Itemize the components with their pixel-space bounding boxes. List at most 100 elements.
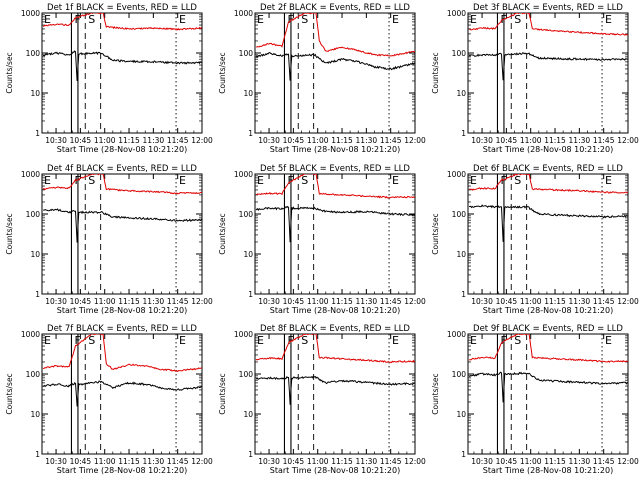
x-tick-label: 10:30 (471, 136, 493, 145)
y-tick-label: 1 (248, 450, 253, 459)
series-group (255, 334, 415, 405)
detector-panel-9: Det 9f BLACK = Events, RED = LLD 1 10 100 10… (431, 324, 639, 475)
x-tick-label: 10:30 (45, 297, 67, 306)
x-tick-label: 11:00 (520, 136, 542, 145)
y-axis-label: Counts/sec (5, 52, 14, 93)
y-tick-label: 1 (35, 450, 40, 459)
x-tick-label: 11:00 (94, 297, 116, 306)
plot-frame (467, 333, 629, 455)
y-tick-label: 1000 (21, 170, 40, 179)
x-tick-label: 11:45 (593, 136, 615, 145)
panel-title: Det 5f BLACK = Events, RED = LLD (260, 164, 410, 174)
x-axis-label: Start Time (28-Nov-08 10:21:20) (270, 306, 400, 315)
x-tick-label: 11:15 (544, 136, 566, 145)
y-tick-label: 1000 (447, 9, 466, 18)
y-tick-label: 100 (239, 49, 254, 58)
event-marker-label: S (301, 13, 308, 26)
y-tick-label: 1 (35, 129, 40, 138)
event-marker-label: S (301, 334, 308, 347)
x-tick-label: 10:30 (471, 457, 493, 466)
event-marker-label: E (257, 174, 264, 187)
detector-panel-3: Det 3f BLACK = Events, RED = LLD 1 10 100 10… (431, 3, 639, 154)
x-tick-label: 10:45 (496, 136, 518, 145)
x-tick-label: 12:00 (191, 457, 213, 466)
series-group (255, 13, 415, 81)
event-marker-label: S (88, 334, 95, 347)
event-marker-label: E (179, 334, 186, 347)
y-tick-label: 10 (243, 89, 253, 98)
x-tick-label: 11:00 (307, 297, 329, 306)
event-marker-label: E (470, 334, 477, 347)
series-group (468, 174, 628, 242)
y-tick-label: 1000 (21, 330, 40, 339)
x-tick-label: 12:00 (617, 136, 639, 145)
event-marker-label: S (301, 174, 308, 187)
x-tick-label: 11:15 (331, 297, 353, 306)
x-tick-label: 11:00 (520, 297, 542, 306)
plot-frame (254, 12, 416, 134)
events-series-line (42, 50, 202, 82)
event-marker-label: S (514, 334, 521, 347)
x-tick-label: 11:45 (380, 297, 402, 306)
lld-series-line (468, 13, 628, 36)
y-axis-label: Counts/sec (5, 373, 14, 414)
event-marker-label: E (605, 174, 612, 187)
panel-title: Det 9f BLACK = Events, RED = LLD (473, 324, 623, 334)
x-tick-label: 11:30 (569, 297, 591, 306)
event-marker-label: E (257, 13, 264, 26)
events-series-line (255, 375, 415, 405)
panel-title: Det 2f BLACK = Events, RED = LLD (260, 3, 410, 13)
x-tick-label: 11:30 (356, 136, 378, 145)
series-group (468, 13, 628, 81)
x-tick-label: 10:45 (283, 136, 305, 145)
lld-series-line (42, 13, 202, 31)
series-group (42, 334, 202, 407)
panel-title: Det 7f BLACK = Events, RED = LLD (47, 324, 197, 334)
event-marker-label: E (470, 174, 477, 187)
detector-panel-1: Det 1f BLACK = Events, RED = LLD 1 10 100 10… (5, 3, 213, 154)
events-series-line (255, 205, 415, 243)
plot-frame (41, 12, 203, 134)
lld-series-line (255, 334, 415, 364)
series-group (255, 174, 415, 243)
lld-series-line (469, 174, 628, 194)
x-tick-label: 11:30 (569, 136, 591, 145)
y-tick-label: 100 (239, 210, 254, 219)
x-tick-label: 11:00 (94, 457, 116, 466)
x-tick-label: 11:15 (331, 457, 353, 466)
y-tick-label: 10 (243, 250, 253, 259)
x-tick-label: 11:00 (520, 457, 542, 466)
x-tick-label: 11:30 (356, 297, 378, 306)
x-tick-label: 11:45 (167, 297, 189, 306)
y-axis-label: Counts/sec (431, 52, 440, 93)
panel-title: Det 1f BLACK = Events, RED = LLD (47, 3, 197, 13)
y-tick-label: 1 (248, 129, 253, 138)
x-tick-label: 10:45 (283, 297, 305, 306)
event-marker-label: S (514, 13, 521, 26)
lld-series-line (255, 13, 415, 57)
y-tick-label: 1000 (447, 170, 466, 179)
event-marker-label: E (392, 174, 399, 187)
x-tick-label: 10:45 (496, 457, 518, 466)
x-axis-label: Start Time (28-Nov-08 10:21:20) (270, 466, 400, 475)
y-tick-label: 1000 (234, 170, 253, 179)
y-tick-label: 10 (30, 410, 40, 419)
plot-frame (254, 333, 416, 455)
panel-title: Det 6f BLACK = Events, RED = LLD (473, 164, 623, 174)
x-tick-label: 11:30 (143, 457, 165, 466)
x-tick-label: 11:30 (356, 457, 378, 466)
event-marker-label: E (392, 334, 399, 347)
y-tick-label: 10 (456, 89, 466, 98)
x-tick-label: 10:45 (496, 297, 518, 306)
event-marker-label: E (257, 334, 264, 347)
y-tick-label: 10 (30, 89, 40, 98)
y-tick-label: 100 (452, 210, 467, 219)
y-axis-label: Counts/sec (5, 213, 14, 254)
x-tick-label: 11:45 (593, 297, 615, 306)
y-axis-label: Counts/sec (218, 213, 227, 254)
x-tick-label: 10:30 (471, 297, 493, 306)
event-marker-label: E (179, 174, 186, 187)
y-tick-label: 1 (461, 450, 466, 459)
x-tick-label: 10:30 (258, 297, 280, 306)
y-tick-label: 100 (26, 210, 41, 219)
